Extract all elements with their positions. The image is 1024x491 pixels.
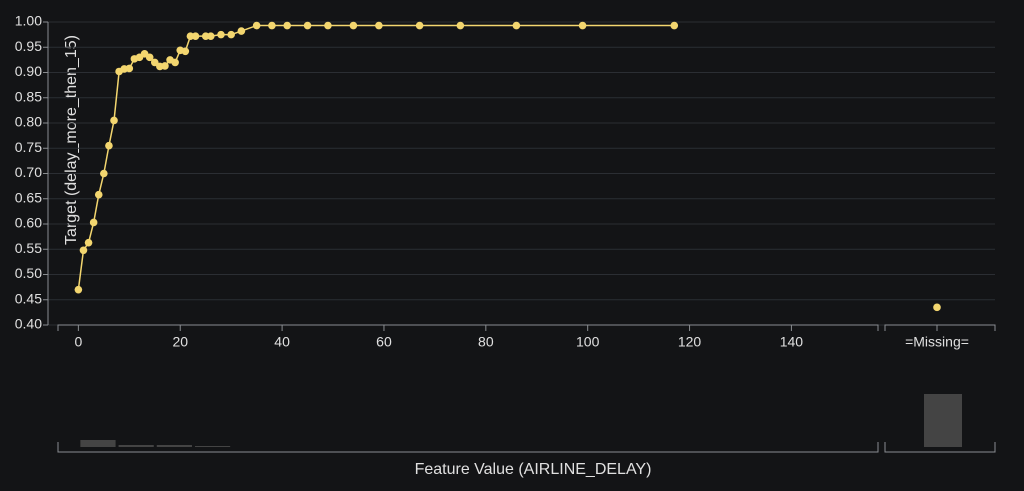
y-tick-label: 0.90 xyxy=(15,63,42,79)
y-tick-label: 0.80 xyxy=(15,114,42,130)
hist-bar xyxy=(194,446,231,447)
point xyxy=(456,21,465,30)
point xyxy=(105,141,113,150)
y-tick-label: 0.65 xyxy=(15,189,42,205)
x-tick-label: 140 xyxy=(780,334,804,350)
x-axis xyxy=(57,324,996,331)
point xyxy=(375,21,383,30)
point xyxy=(303,21,312,30)
point xyxy=(74,285,83,294)
missing-hist-bar xyxy=(924,394,962,447)
point xyxy=(161,62,169,70)
missing-point xyxy=(933,303,941,312)
y-tick-label: 0.45 xyxy=(15,290,42,306)
point xyxy=(79,246,88,255)
x-tick-label: 120 xyxy=(678,334,702,350)
point xyxy=(94,190,103,199)
x-tick-label: 0 xyxy=(74,334,82,350)
hist-axis xyxy=(57,442,996,453)
y-tick-label: 0.60 xyxy=(15,215,42,231)
point xyxy=(283,21,291,30)
y-tick-label: 0.95 xyxy=(15,38,42,54)
x-tick-label: 60 xyxy=(376,334,392,350)
point xyxy=(100,169,108,178)
point xyxy=(252,21,261,30)
y-tick-label: 0.75 xyxy=(15,139,42,155)
point xyxy=(415,21,424,30)
missing-label: =Missing= xyxy=(905,334,969,350)
point xyxy=(145,53,154,62)
y-tick-label: 0.55 xyxy=(15,240,42,256)
point xyxy=(512,21,521,30)
point xyxy=(181,47,190,56)
x-tick-label: 20 xyxy=(172,334,188,350)
point xyxy=(171,58,179,67)
point xyxy=(670,21,679,30)
y-axis-label: Target (delay_more_then_15) xyxy=(63,35,80,245)
point xyxy=(150,58,159,67)
x-axis-label: Feature Value (AIRLINE_DELAY) xyxy=(415,461,652,478)
x-tick-label: 80 xyxy=(478,334,494,350)
point xyxy=(84,238,93,247)
point xyxy=(227,30,235,39)
point xyxy=(191,32,200,40)
hist-bar xyxy=(80,440,116,447)
point xyxy=(268,21,276,30)
y-tick-label: 0.85 xyxy=(15,88,42,104)
point xyxy=(578,21,587,30)
hist-bar xyxy=(156,445,192,447)
point xyxy=(89,218,98,227)
y-tick-label: 1.00 xyxy=(15,13,42,29)
x-tick-label: 40 xyxy=(274,334,290,350)
point xyxy=(349,21,358,30)
point xyxy=(110,116,118,125)
point xyxy=(237,27,246,35)
y-tick-label: 0.50 xyxy=(15,265,42,281)
y-tick-label: 0.40 xyxy=(15,316,42,332)
point xyxy=(217,30,225,39)
y-tick-label: 0.70 xyxy=(15,164,42,180)
point xyxy=(125,64,134,73)
hist-bar xyxy=(118,445,154,447)
point xyxy=(206,32,215,40)
point xyxy=(324,21,332,30)
x-tick-label: 100 xyxy=(576,334,600,350)
